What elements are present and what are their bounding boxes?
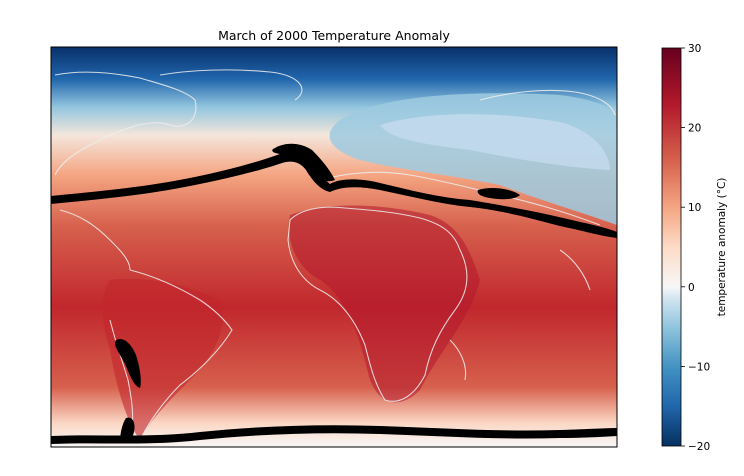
colorbar-tick-label: 20 [688, 123, 701, 135]
colorbar-tick-label: 30 [688, 43, 701, 55]
contour-bands [51, 143, 617, 444]
colorbar [661, 47, 682, 447]
africa-warm [289, 205, 480, 403]
coastlines [54, 69, 616, 441]
colorbar-tick-label: 0 [688, 282, 695, 294]
colorbar-tick-label: −20 [688, 441, 710, 453]
south-america-warm [102, 278, 223, 440]
map-panel [51, 47, 617, 447]
chart-title: March of 2000 Temperature Anomaly [218, 28, 450, 43]
cold-region-europe-core [380, 114, 610, 170]
map-frame [50, 46, 618, 448]
colorbar-label: temperature anomaly (°C) [716, 178, 728, 317]
colorbar-tick-label: 10 [688, 202, 701, 214]
colorbar-tick-label: −10 [688, 361, 710, 373]
colorbar-ticks: −20 −10 0 10 20 30 [681, 43, 710, 453]
